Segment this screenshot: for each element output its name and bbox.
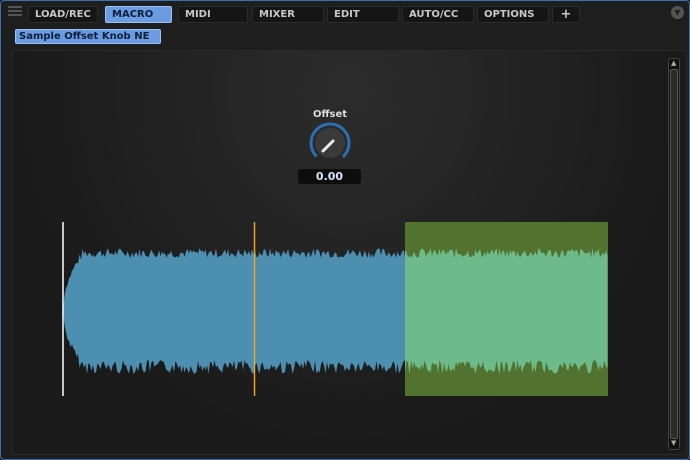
tab-load-rec[interactable]: LOAD/REC <box>28 6 98 23</box>
dropdown-arrow-icon[interactable]: ▼ <box>671 6 684 19</box>
tab-auto-cc[interactable]: AUTO/CC <box>402 6 474 23</box>
tab-macro[interactable]: MACRO <box>105 6 172 23</box>
menu-icon[interactable] <box>8 6 22 20</box>
waveform-blue <box>63 248 405 374</box>
waveform-selected <box>405 248 608 374</box>
waveform-display[interactable] <box>62 222 608 396</box>
knob-value[interactable]: 0.00 <box>298 169 361 184</box>
offset-knob[interactable] <box>303 116 357 170</box>
knob-label: Offset <box>312 109 348 120</box>
macro-name-button[interactable]: Sample Offset Knob NE <box>15 29 161 44</box>
tab-edit[interactable]: EDIT <box>327 6 399 23</box>
tab-midi[interactable]: MIDI <box>178 6 248 23</box>
scrollbar[interactable]: ▲ ▼ <box>668 58 680 450</box>
tab-options[interactable]: OPTIONS <box>477 6 549 23</box>
tab-mixer[interactable]: MIXER <box>252 6 324 23</box>
add-tab-button[interactable]: + <box>552 6 580 23</box>
